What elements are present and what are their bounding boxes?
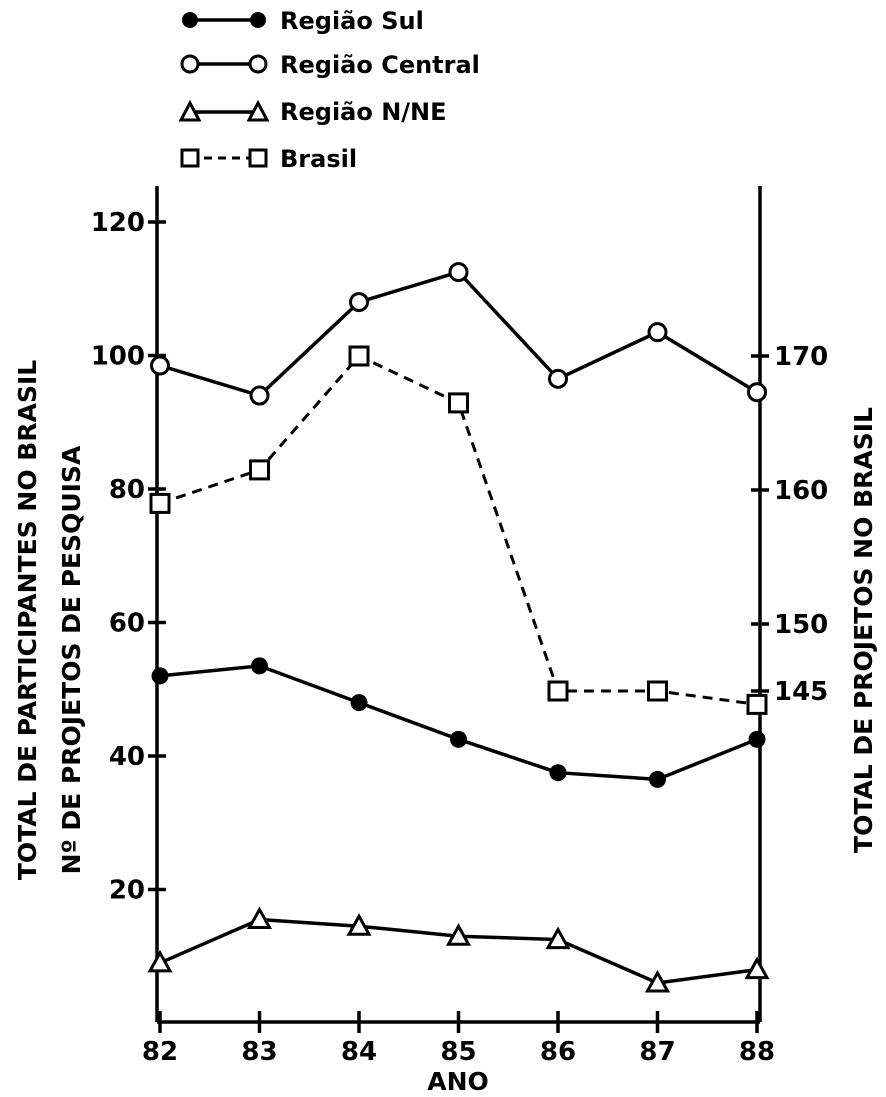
left-tick-label: 100	[91, 342, 145, 372]
data-point-regiao-sul	[151, 667, 169, 685]
x-tick-label: 82	[142, 1037, 178, 1067]
data-point-brasil	[149, 492, 171, 514]
data-point-brasil	[348, 345, 370, 367]
series-regiao-sul	[151, 657, 766, 788]
data-point-regiao-n-ne	[644, 969, 671, 993]
data-point-brasil	[647, 680, 668, 702]
right-axis-title: TOTAL DE PROJETOS NO BRASIL	[849, 407, 878, 853]
data-point-regiao-central	[647, 322, 668, 343]
left-tick-label: 20	[109, 876, 145, 906]
x-tick-label: 83	[241, 1037, 277, 1067]
legend-marker-open-triangle	[246, 99, 270, 122]
legend-marker-open-square	[248, 148, 268, 168]
left-axis-title-1: TOTAL DE PARTICIPANTES NO BRASIL	[13, 360, 42, 880]
x-tick-label: 87	[639, 1037, 675, 1067]
left-tick-label: 60	[109, 609, 145, 639]
legend-label-regiao-sul: Região Sul	[280, 7, 424, 35]
data-point-brasil	[448, 392, 469, 414]
data-point-brasil	[547, 680, 569, 702]
legend-label-regiao-central: Região Central	[280, 51, 480, 79]
series-line-regiao-central	[159, 270, 758, 398]
right-tick-label: 170	[774, 342, 828, 372]
legend-item-regiao-nne: Região N/NE	[178, 98, 447, 126]
x-axis-ticks: 82 83 84 85 86 87 88	[142, 1011, 775, 1067]
left-tick-label: 40	[109, 742, 145, 772]
data-point-regiao-central	[150, 355, 170, 376]
data-point-regiao-central	[448, 262, 469, 283]
legend-label-brasil: Brasil	[280, 145, 357, 173]
legend-marker-open-circle	[248, 54, 268, 74]
data-point-brasil	[249, 459, 270, 481]
data-point-regiao-sul	[350, 694, 368, 712]
series-brasil	[149, 345, 768, 715]
data-point-regiao-sul	[549, 764, 567, 782]
legend-marker-open-triangle	[178, 99, 202, 122]
data-point-regiao-sul	[649, 770, 666, 788]
legend-marker-open-square	[180, 148, 200, 168]
data-point-regiao-central	[349, 292, 369, 313]
data-point-regiao-n-ne	[346, 913, 372, 936]
legend-marker-filled-circle	[250, 12, 266, 28]
data-point-regiao-n-ne	[445, 923, 472, 946]
x-axis-title: ANO	[427, 1067, 489, 1096]
x-tick-label: 85	[440, 1037, 476, 1067]
x-tick-label: 84	[341, 1037, 377, 1067]
series-regiao-n-ne	[147, 906, 770, 993]
left-tick-label: 80	[109, 475, 145, 505]
left-tick-label: 120	[91, 208, 145, 238]
legend-marker-open-circle	[180, 54, 200, 74]
left-axis-ticks: 20 40 60 80 100 120	[91, 208, 166, 906]
x-tick-label: 88	[739, 1037, 775, 1067]
right-axis-ticks: 145 150 160 170	[751, 342, 828, 707]
data-point-regiao-n-ne	[147, 949, 173, 973]
right-tick-label: 150	[774, 610, 828, 640]
series-regiao-central	[150, 262, 767, 406]
data-point-regiao-n-ne	[744, 956, 770, 980]
series-layer	[147, 262, 770, 993]
legend-item-brasil: Brasil	[180, 145, 357, 173]
legend-item-regiao-central: Região Central	[180, 51, 480, 79]
right-tick-label: 160	[774, 476, 828, 506]
data-point-regiao-n-ne	[545, 926, 571, 950]
data-point-regiao-central	[249, 385, 270, 406]
left-axis-title-2: Nº DE PROJETOS DE PESQUISA	[57, 445, 86, 874]
data-point-regiao-central	[548, 368, 568, 389]
data-point-regiao-sul	[748, 730, 766, 748]
legend-label-regiao-nne: Região N/NE	[280, 98, 447, 126]
legend: Região Sul Região Central Região N/NE Br…	[178, 7, 480, 173]
data-point-regiao-n-ne	[246, 906, 273, 930]
x-tick-label: 86	[540, 1037, 576, 1067]
data-point-regiao-sul	[251, 657, 268, 675]
legend-marker-filled-circle	[182, 12, 198, 28]
right-tick-label: 145	[774, 677, 828, 707]
data-point-regiao-sul	[450, 730, 467, 748]
data-point-regiao-central	[747, 382, 767, 403]
data-point-brasil	[746, 693, 768, 715]
legend-item-regiao-sul: Região Sul	[182, 7, 424, 35]
